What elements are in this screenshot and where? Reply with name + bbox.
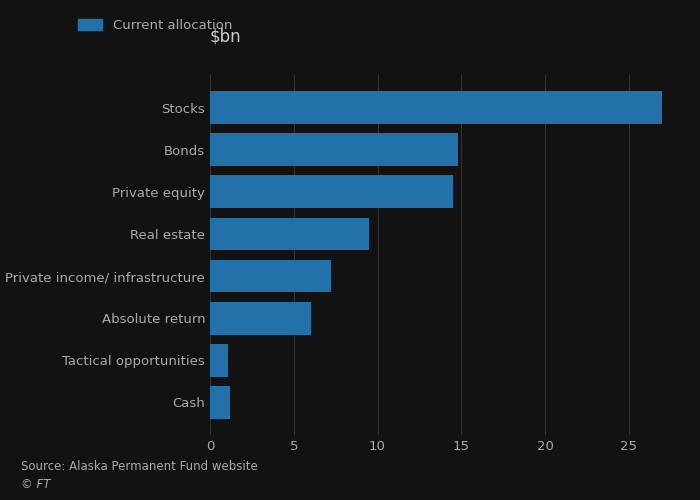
Legend: Current allocation: Current allocation xyxy=(78,18,232,32)
Bar xyxy=(210,344,228,376)
Text: $bn: $bn xyxy=(210,28,242,46)
Bar xyxy=(210,386,230,418)
Bar xyxy=(210,92,662,124)
Bar xyxy=(210,218,369,250)
Text: Source: Alaska Permanent Fund website: Source: Alaska Permanent Fund website xyxy=(21,460,258,472)
Bar xyxy=(210,134,458,166)
Text: © FT: © FT xyxy=(21,478,50,491)
Bar xyxy=(210,260,330,292)
Bar xyxy=(210,302,311,334)
Bar xyxy=(210,176,453,208)
